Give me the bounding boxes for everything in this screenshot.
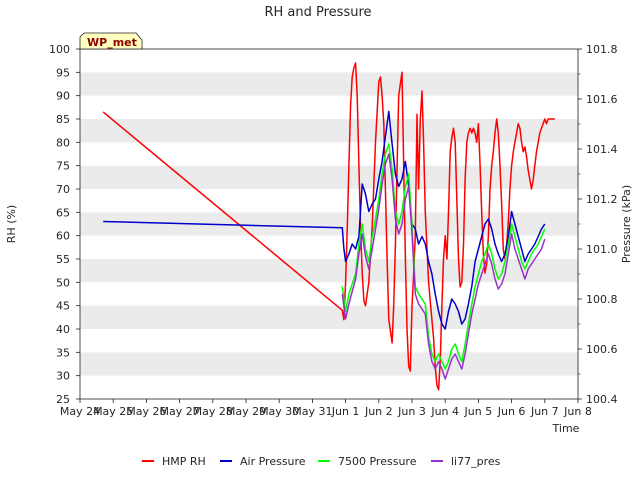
x-tick-label: Jun 1 [331,405,360,418]
station-label: WP_met [87,36,137,49]
y2-axis-label: Pressure (kPa) [620,185,633,263]
y2-tick-label: 101.4 [586,143,618,156]
grid-bands [80,72,578,376]
y-tick-label: 75 [56,160,70,173]
x-tick-label: Jun 8 [563,405,592,418]
x-tick-label: May 31 [292,405,332,418]
y2-axis-ticks: 100.4 100.6 100.8 101.0 101.2 101.4 101.6 101.8 [578,43,618,406]
series-line-7500-pressure [341,143,546,370]
y-tick-label: 95 [56,66,70,79]
x-tick-label: May 28 [193,405,233,418]
y-tick-label: 50 [56,276,70,289]
x-tick-label: May 25 [93,405,133,418]
x-tick-label: May 24 [60,405,100,418]
y-tick-label: 60 [56,230,70,243]
legend-label: Air Pressure [240,455,306,468]
x-tick-label: Jun 5 [464,405,493,418]
x-tick-label: Jun 4 [430,405,459,418]
chart-title: RH and Pressure [264,5,371,20]
y-tick-label: 30 [56,370,70,383]
y-tick-label: 70 [56,183,70,196]
grid-band [80,72,578,96]
legend-label: 7500 Pressure [338,455,417,468]
grid-band [80,212,578,236]
series-lines [102,62,555,391]
legend-label: HMP RH [162,455,206,468]
y2-tick-label: 100.4 [586,393,618,406]
station-badge-box [79,32,143,50]
x-tick-label: Jun 7 [530,405,559,418]
x-tick-label: Jun 2 [364,405,393,418]
y-axis-label: RH (%) [5,205,18,243]
grid-band [80,165,578,189]
y-tick-label: 100 [49,43,70,56]
y2-tick-label: 101.8 [586,43,618,56]
grid-band [80,352,578,376]
x-tick-label: May 30 [259,405,299,418]
y-tick-label: 85 [56,113,70,126]
x-axis-label: Time [552,422,580,435]
y-tick-label: 25 [56,393,70,406]
x-tick-label: Jun 6 [497,405,526,418]
grid-band [80,119,578,143]
y-tick-label: 40 [56,323,70,336]
x-tick-label: May 29 [226,405,266,418]
legend: HMP RH Air Pressure 7500 Pressure li77_pres [142,455,501,468]
y2-tick-label: 101.6 [586,93,618,106]
y-tick-label: 35 [56,346,70,359]
y-tick-label: 80 [56,136,70,149]
series-line-air-pressure [103,110,546,330]
y2-tick-label: 100.8 [586,293,618,306]
series-line-hmp-rh [102,62,555,391]
y-axis-ticks: 25 30 35 40 45 50 55 60 65 70 75 80 85 90 95 100 [49,43,80,406]
x-tick-label: Jun 3 [397,405,426,418]
grid-band [80,305,578,329]
grid-band [80,259,578,283]
y-tick-label: 55 [56,253,70,266]
series-line-li77-pres [341,153,546,380]
x-tick-label: May 27 [159,405,199,418]
y-tick-label: 65 [56,206,70,219]
y2-tick-label: 100.6 [586,343,618,356]
y-tick-label: 90 [56,90,70,103]
y2-tick-label: 101.2 [586,193,618,206]
station-badge: WP_met [79,32,143,50]
legend-label: li77_pres [451,455,501,468]
x-tick-label: May 26 [126,405,166,418]
y2-tick-label: 101.0 [586,243,618,256]
y-tick-label: 45 [56,300,70,313]
